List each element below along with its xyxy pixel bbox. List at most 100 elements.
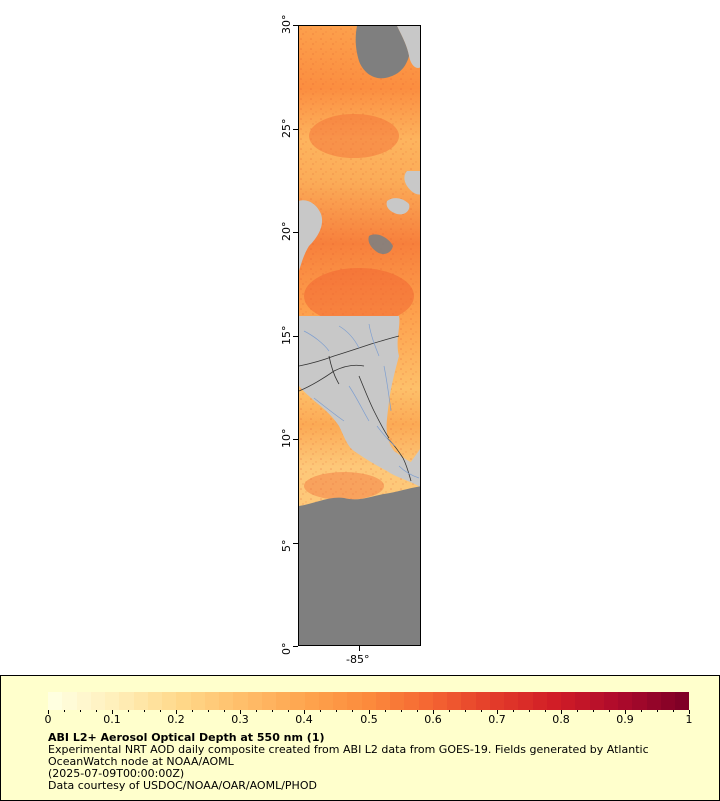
lon-tick-label: -85° <box>346 653 370 666</box>
colorbar-swatch <box>432 692 447 710</box>
lat-tick <box>293 25 298 26</box>
colorbar-swatch <box>375 692 390 710</box>
colorbar-minor-tick <box>385 710 386 712</box>
colorbar-swatch <box>589 692 604 710</box>
colorbar-minor-tick <box>577 710 578 712</box>
colorbar-swatch <box>62 692 77 710</box>
colorbar-swatch <box>390 692 405 710</box>
colorbar-swatch <box>105 692 120 710</box>
colorbar-major-tick <box>689 710 690 714</box>
legend-title: ABI L2+ Aerosol Optical Depth at 550 nm … <box>48 731 325 744</box>
colorbar-swatch <box>133 692 148 710</box>
colorbar-minor-tick <box>224 710 225 712</box>
lat-tick-label: 5° <box>280 539 293 553</box>
colorbar-swatch <box>204 692 219 710</box>
colorbar-minor-tick <box>481 710 482 712</box>
colorbar-minor-tick <box>80 710 81 712</box>
colorbar-swatch <box>333 692 348 710</box>
lat-tick-label: 20° <box>280 221 293 242</box>
colorbar-tick-label: 0.2 <box>167 713 185 726</box>
colorbar-swatch <box>361 692 376 710</box>
colorbar-tick-label: 0.5 <box>360 713 378 726</box>
colorbar-minor-tick <box>352 710 353 712</box>
lat-tick <box>293 336 298 337</box>
colorbar-swatch <box>504 692 519 710</box>
colorbar-minor-tick <box>208 710 209 712</box>
aod-map[interactable] <box>298 25 421 646</box>
colorbar-major-tick <box>304 710 305 714</box>
lat-tick-label: 0° <box>280 642 293 656</box>
colorbar-minor-tick <box>417 710 418 712</box>
colorbar-minor-tick <box>545 710 546 712</box>
lat-tick-label: 25° <box>280 118 293 139</box>
legend-description-line2: OceanWatch node at NOAA/AOML <box>48 755 234 768</box>
colorbar-swatch <box>147 692 162 710</box>
aod-field <box>299 26 420 638</box>
lon-tick <box>359 646 360 651</box>
colorbar-major-tick <box>48 710 49 714</box>
colorbar-minor-tick <box>160 710 161 712</box>
colorbar-swatch <box>518 692 533 710</box>
colorbar-minor-tick <box>320 710 321 712</box>
lat-tick <box>293 232 298 233</box>
colorbar-swatch <box>618 692 633 710</box>
colorbar-swatch <box>162 692 177 710</box>
colorbar-swatch <box>176 692 191 710</box>
legend-credit: Data courtesy of USDOC/NOAA/OAR/AOML/PHO… <box>48 779 317 792</box>
colorbar-swatch <box>475 692 490 710</box>
colorbar-swatch <box>190 692 205 710</box>
colorbar-tick-label: 0.9 <box>616 713 634 726</box>
colorbar-major-tick <box>369 710 370 714</box>
colorbar-swatch <box>447 692 462 710</box>
colorbar-swatch <box>318 692 333 710</box>
colorbar-tick-label: 0.8 <box>552 713 570 726</box>
colorbar-swatch <box>233 692 248 710</box>
legend-text: ABI L2+ Aerosol Optical Depth at 550 nm … <box>48 732 688 792</box>
colorbar-swatch <box>76 692 91 710</box>
colorbar-major-tick <box>497 710 498 714</box>
colorbar-minor-tick <box>64 710 65 712</box>
colorbar-minor-tick <box>272 710 273 712</box>
colorbar-minor-tick <box>641 710 642 712</box>
colorbar-swatch <box>461 692 476 710</box>
colorbar-major-tick <box>561 710 562 714</box>
colorbar-minor-tick <box>593 710 594 712</box>
colorbar-swatch <box>48 692 63 710</box>
colorbar-minor-tick <box>513 710 514 712</box>
colorbar-swatch <box>247 692 262 710</box>
colorbar-swatch <box>546 692 561 710</box>
colorbar-swatch <box>90 692 105 710</box>
colorbar-major-tick <box>176 710 177 714</box>
colorbar-swatch <box>276 692 291 710</box>
masked-land <box>299 26 420 645</box>
colorbar-swatch <box>404 692 419 710</box>
colorbar-minor-tick <box>673 710 674 712</box>
colorbar-swatch <box>646 692 661 710</box>
colorbar-swatch <box>675 692 690 710</box>
rivers <box>303 323 420 479</box>
colorbar-minor-tick <box>96 710 97 712</box>
colorbar-major-tick <box>433 710 434 714</box>
colorbar-minor-tick <box>609 710 610 712</box>
lat-tick <box>293 646 298 647</box>
colorbar-swatch <box>290 692 305 710</box>
map-graphic <box>299 26 420 645</box>
colorbar-tick-label: 0.7 <box>488 713 506 726</box>
colorbar-swatch <box>219 692 234 710</box>
colorbar-minor-tick <box>256 710 257 712</box>
colorbar-swatch <box>575 692 590 710</box>
colorbar-tick-label: 0.1 <box>103 713 121 726</box>
colorbar-swatch <box>261 692 276 710</box>
colorbar-minor-tick <box>288 710 289 712</box>
colorbar-swatch <box>660 692 675 710</box>
colorbar-minor-tick <box>657 710 658 712</box>
colorbar-swatch <box>418 692 433 710</box>
colorbar-major-tick <box>240 710 241 714</box>
colorbar-swatch <box>632 692 647 710</box>
colorbar-swatch <box>532 692 547 710</box>
colorbar-minor-tick <box>336 710 337 712</box>
colorbar-major-tick <box>112 710 113 714</box>
lat-tick-label: 30° <box>280 14 293 35</box>
colorbar-minor-tick <box>144 710 145 712</box>
legend-description-line1: Experimental NRT AOD daily composite cre… <box>48 743 649 756</box>
